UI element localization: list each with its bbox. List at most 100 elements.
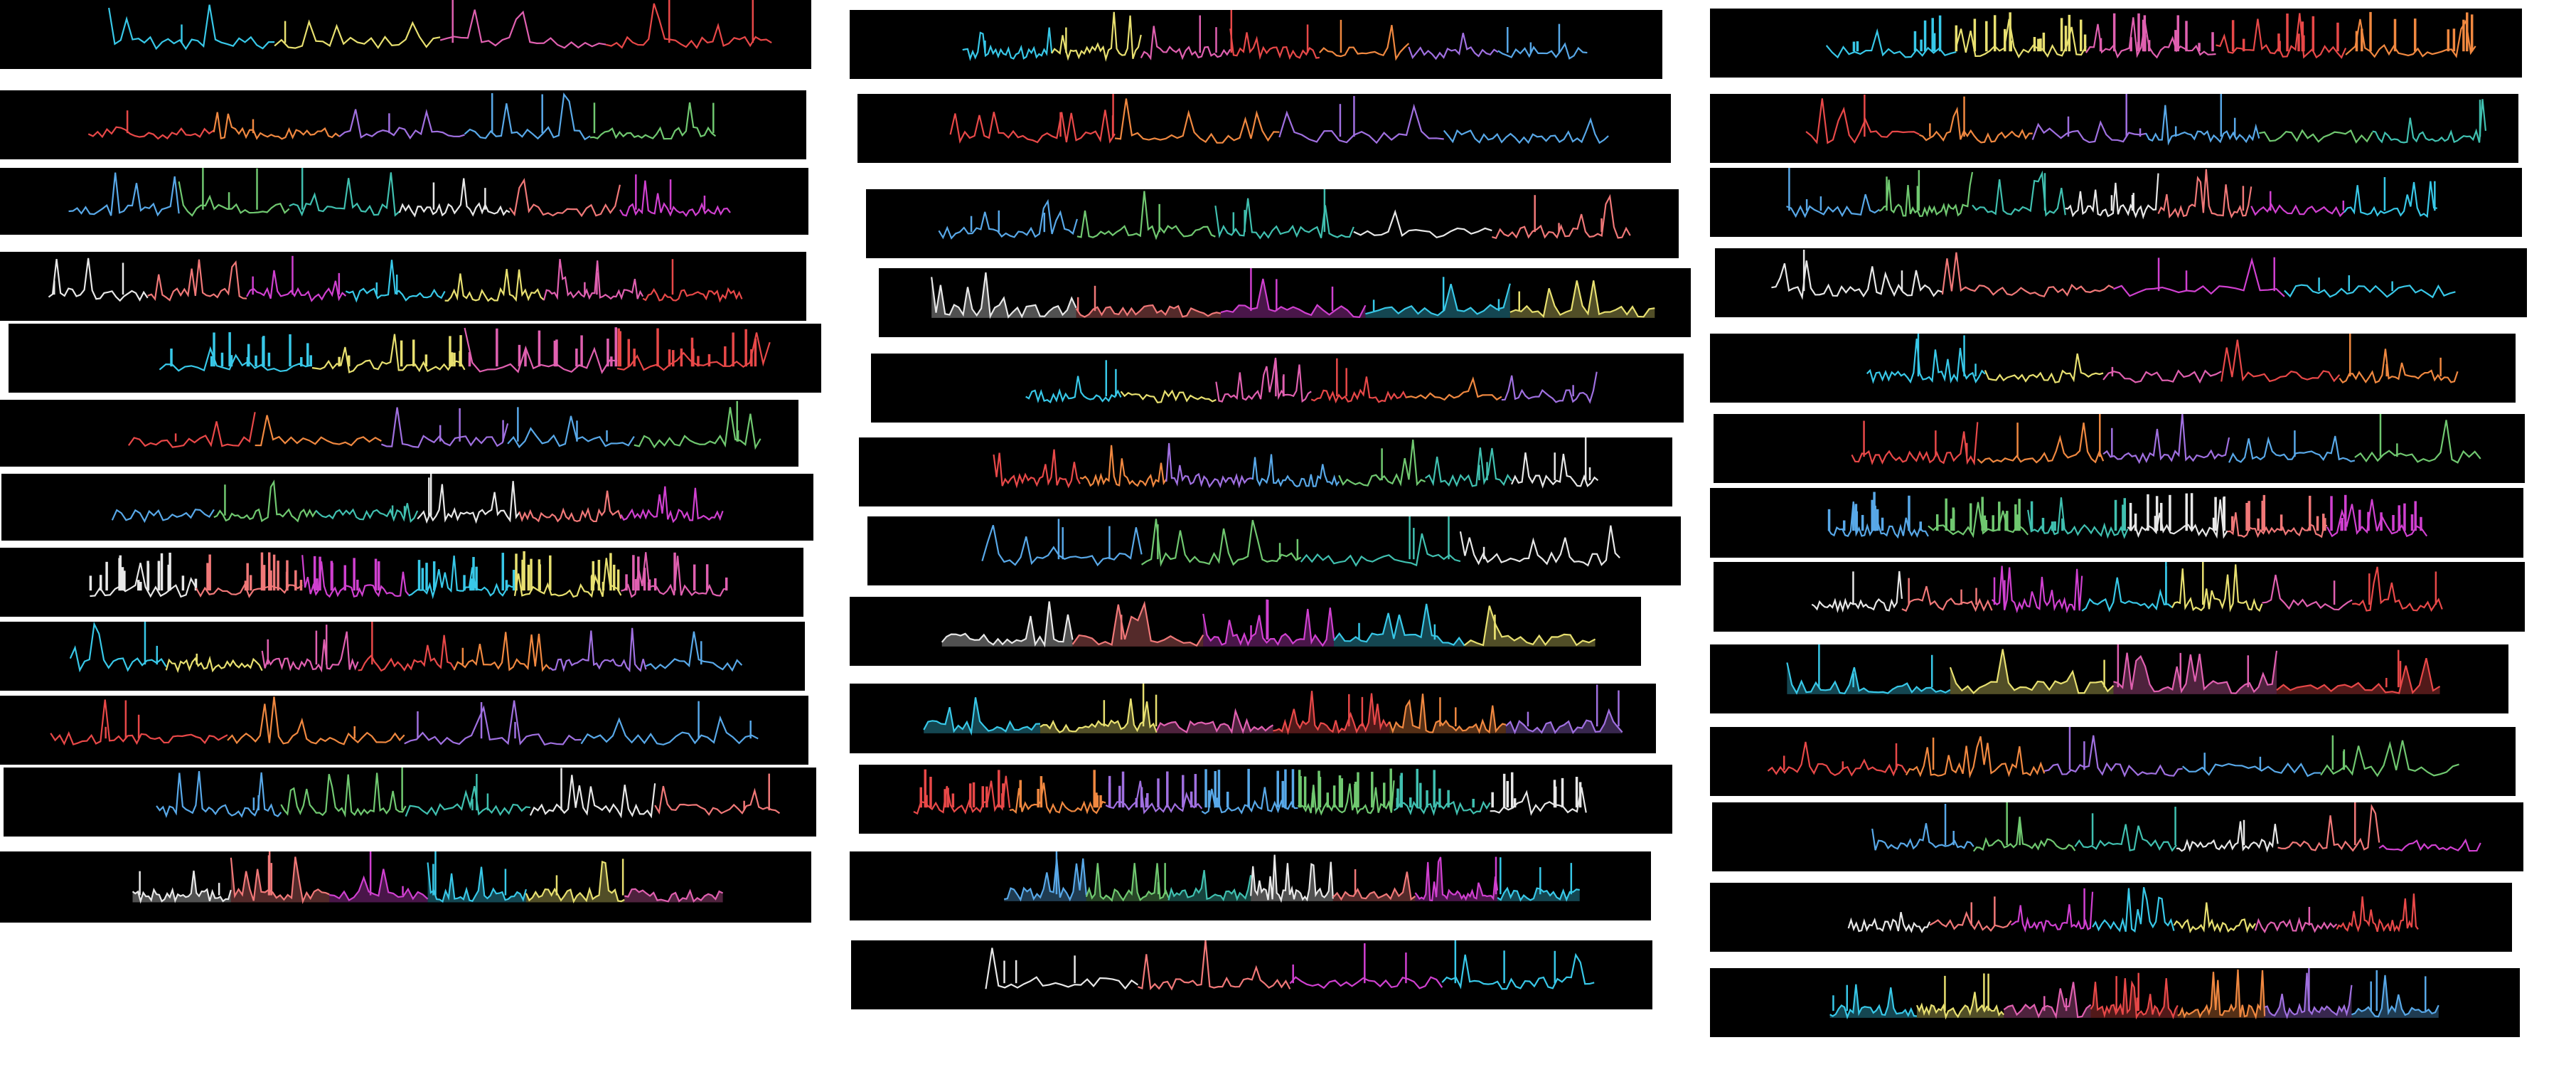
series-line: [127, 411, 256, 448]
series-line: [2227, 512, 2328, 538]
series-line: [1928, 502, 2029, 538]
series-line: [255, 415, 382, 446]
series-line: [1942, 252, 2115, 297]
series-line: [1443, 117, 1609, 144]
series-line: [159, 346, 312, 373]
series-line: [427, 862, 527, 903]
series-line: [985, 947, 1138, 990]
series-line: [1497, 42, 1588, 60]
series-line: [2320, 740, 2460, 777]
sparkline-plot: [48, 255, 743, 303]
series-line: [2345, 18, 2476, 58]
series-line: [279, 773, 407, 818]
series-line: [1278, 103, 1444, 144]
sparkline-strip: [0, 0, 812, 70]
series-line: [2127, 499, 2228, 539]
sparkline-plot: [1025, 357, 1598, 404]
series-line: [1490, 787, 1588, 816]
series-line: [1220, 278, 1367, 318]
area-fill: [1497, 888, 1580, 902]
series-line: [2220, 339, 2341, 383]
series-line: [1509, 280, 1655, 318]
series-line: [543, 258, 644, 301]
area-fill: [2004, 982, 2091, 1019]
sparkline-strip: [867, 516, 1681, 585]
series-line: [2336, 893, 2420, 933]
sparkline-plot: [1003, 851, 1580, 903]
series-line: [2145, 105, 2260, 146]
series-line: [417, 480, 520, 524]
series-line: [1491, 193, 1631, 239]
series-line: [165, 655, 263, 673]
series-line: [913, 775, 1011, 814]
series-line: [444, 268, 545, 302]
sparkline-plot: [949, 93, 1609, 144]
area-fill: [1389, 694, 1506, 734]
sparkline-strip: [0, 851, 812, 923]
series-line: [1214, 198, 1354, 240]
series-line: [2339, 349, 2459, 384]
series-line: [2092, 887, 2175, 933]
series-line: [589, 102, 717, 140]
series-line: [112, 508, 215, 523]
sparkline-strip: [1710, 968, 2521, 1038]
sparkline-plot: [69, 621, 743, 673]
series-line: [274, 19, 441, 50]
series-line: [2277, 803, 2380, 852]
series-line: [1919, 106, 2033, 144]
series-line: [1272, 691, 1390, 736]
series-line: [1497, 886, 1580, 902]
series-line: [2343, 181, 2438, 218]
series-line: [1214, 357, 1312, 403]
area-fill: [1250, 854, 1333, 902]
sparkline-strip: [849, 596, 1642, 667]
series-line: [108, 4, 275, 51]
series-line: [404, 700, 582, 745]
sparkline-strip: [0, 251, 807, 321]
series-line: [1511, 452, 1599, 489]
series-line: [1406, 376, 1502, 401]
series-line: [1972, 816, 2075, 852]
series-line: [289, 171, 400, 217]
area-fill: [1829, 984, 1918, 1019]
series-line: [1332, 871, 1416, 901]
series-line: [132, 871, 232, 904]
series-line: [1167, 870, 1251, 902]
series-line: [1310, 376, 1407, 404]
series-line: [1332, 603, 1465, 647]
series-line: [1137, 940, 1291, 991]
series-line: [1394, 800, 1492, 816]
series-line: [230, 856, 330, 905]
series-line: [1901, 586, 1993, 612]
sparkline-plot: [1851, 414, 2481, 467]
sparkline-strip: [1715, 248, 2527, 318]
area-fill: [1076, 304, 1222, 318]
sparkline-plot: [50, 696, 759, 745]
series-line: [962, 27, 1052, 61]
sparkline-strip: [870, 353, 1684, 423]
series-line: [2102, 414, 2230, 465]
series-line: [2351, 975, 2440, 1018]
sparkline-plot: [985, 940, 1595, 991]
sparkline-strip: [865, 189, 1679, 258]
area-fill: [1202, 607, 1334, 647]
area-fill: [1464, 605, 1596, 647]
series-line: [1826, 28, 1957, 58]
series-line: [620, 486, 724, 524]
series-line: [345, 259, 446, 303]
sparkline-plot: [1786, 167, 2438, 220]
sparkline-strip: [849, 9, 1663, 79]
series-line: [439, 9, 606, 49]
series-line: [1771, 260, 1943, 300]
series-line: [2113, 650, 2278, 694]
series-line: [2372, 98, 2487, 144]
sparkline-strip: [0, 621, 806, 691]
sparkline-strip: [1710, 334, 2516, 403]
series-line: [90, 562, 197, 598]
sparkline-strip: [857, 93, 1671, 163]
series-line: [2171, 564, 2263, 613]
series-line: [2276, 657, 2441, 694]
series-line: [508, 177, 621, 217]
series-line: [2031, 120, 2147, 143]
sparkline-strip: [1710, 167, 2522, 237]
